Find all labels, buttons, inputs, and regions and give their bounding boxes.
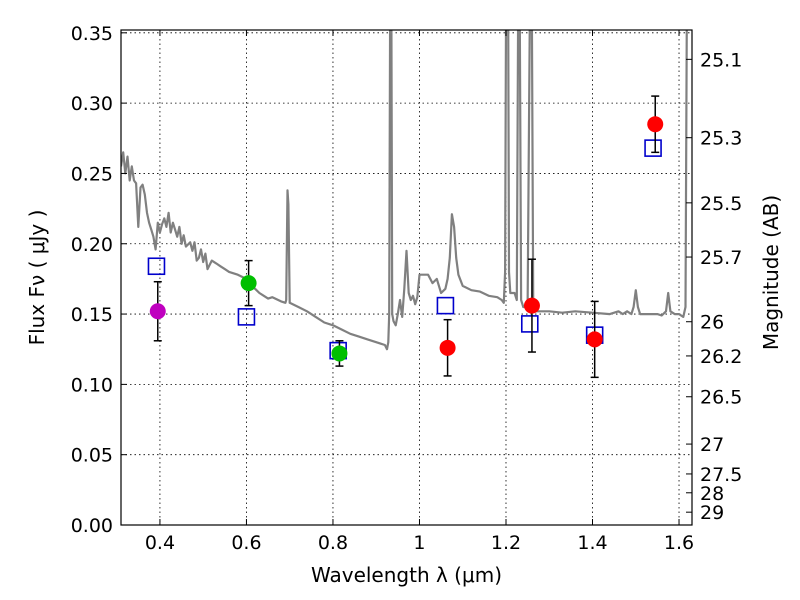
plot-area (121, 30, 688, 379)
x-tick-label: 1.4 (577, 532, 607, 554)
model-flux-square (644, 139, 662, 157)
observed-flux-point (149, 303, 166, 320)
right-tick-label: 26 (700, 312, 724, 334)
observed-flux-point (523, 297, 540, 314)
right-tick-label: 25.5 (700, 193, 742, 215)
observed-flux-point (647, 116, 664, 133)
observed-flux-point (331, 345, 348, 362)
y-tick-label: 0.05 (71, 445, 113, 467)
observed-flux-point (240, 275, 257, 292)
x-tick-label: 0.6 (231, 532, 261, 554)
grid (121, 30, 692, 525)
right-tick-label: 25.1 (700, 49, 742, 71)
right-tick-label: 28 (700, 483, 724, 505)
plot-frame (120, 29, 693, 526)
y-axis-left: 0.00 0.05 0.10 0.15 0.20 0.25 0.30 0.35 (71, 23, 127, 537)
y-tick-label: 0.35 (71, 23, 113, 45)
y-tick-label: 0.25 (71, 163, 113, 185)
y-tick-label: 0.00 (71, 515, 113, 537)
x-tick-label: 0.8 (318, 532, 348, 554)
x-tick-label: 0.4 (145, 532, 175, 554)
observed-flux-point (439, 339, 456, 356)
model-flux-square (436, 296, 455, 315)
y-tick-label: 0.20 (71, 234, 113, 256)
model-spectrum-line (121, 30, 688, 351)
y-tick-label: 0.30 (71, 93, 113, 115)
right-tick-label: 27 (700, 434, 724, 456)
right-tick-label: 29 (700, 502, 724, 524)
y-axis-right-label: Magnitude (AB) (759, 195, 783, 350)
x-axis: 0.4 0.6 0.8 1 1.2 1.4 1.6 (145, 30, 694, 554)
model-flux-square (520, 315, 539, 333)
x-tick-label: 1.6 (664, 532, 694, 554)
observed-flux-point (586, 331, 603, 348)
right-tick-label: 26.5 (700, 387, 742, 409)
model-flux-square (147, 257, 166, 276)
right-tick-label: 25.3 (700, 128, 742, 150)
y-axis-label: Flux Fν ( μJy ) (25, 210, 49, 346)
model-flux-square (237, 308, 256, 326)
right-tick-label: 26.2 (700, 346, 742, 368)
x-axis-label: Wavelength λ (μm) (311, 563, 502, 587)
x-tick-label: 1 (413, 532, 425, 554)
x-tick-label: 1.2 (491, 532, 521, 554)
y-tick-label: 0.15 (71, 304, 113, 326)
right-tick-label: 25.7 (700, 247, 742, 269)
y-tick-label: 0.10 (71, 374, 113, 396)
right-tick-label: 27.5 (700, 464, 742, 486)
